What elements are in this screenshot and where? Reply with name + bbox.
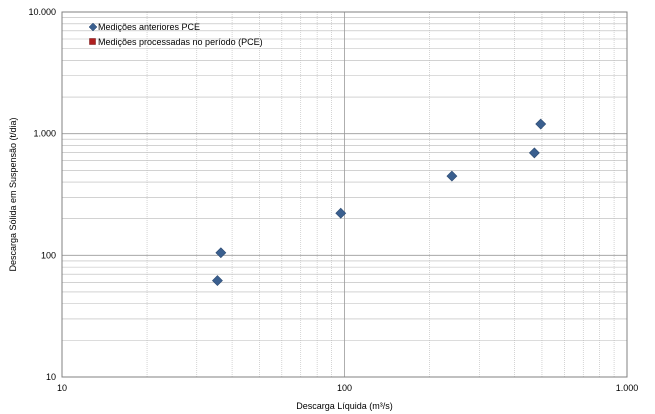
y-tick-label: 100: [41, 250, 56, 260]
data-point-series-1: [528, 147, 540, 159]
x-tick-label: 1.000: [616, 383, 639, 393]
data-point-series-1: [212, 275, 223, 287]
y-tick-label: 1.000: [33, 129, 56, 139]
gridlines: [61, 11, 628, 378]
data-points: [212, 118, 547, 287]
legend-label-series-2: Medições processadas no período (PCE): [98, 37, 263, 47]
x-axis-label: Descarga Líquida (m³/s): [296, 401, 393, 411]
plot-area-frame: [61, 11, 628, 378]
data-point-series-1: [215, 247, 227, 259]
legend-marker-series-2: [89, 38, 96, 45]
legend-label-series-1: Medições anteriores PCE: [98, 22, 200, 32]
y-axis-ticks: 10 100 1.000 10.000: [28, 7, 56, 382]
x-tick-label: 100: [337, 383, 352, 393]
legend-marker-series-1: [88, 22, 98, 32]
data-point-series-1: [446, 170, 458, 182]
x-tick-label: 10: [57, 383, 67, 393]
data-point-series-1: [335, 207, 347, 219]
legend: Medições anteriores PCE Medições process…: [88, 22, 263, 47]
y-tick-label: 10.000: [28, 7, 56, 17]
x-axis-ticks: 10 100 1.000: [57, 383, 638, 393]
y-axis-label: Descarga Sólida em Suspensão (t/dia): [8, 117, 18, 271]
y-tick-label: 10: [46, 372, 56, 382]
data-point-series-1: [535, 118, 547, 130]
